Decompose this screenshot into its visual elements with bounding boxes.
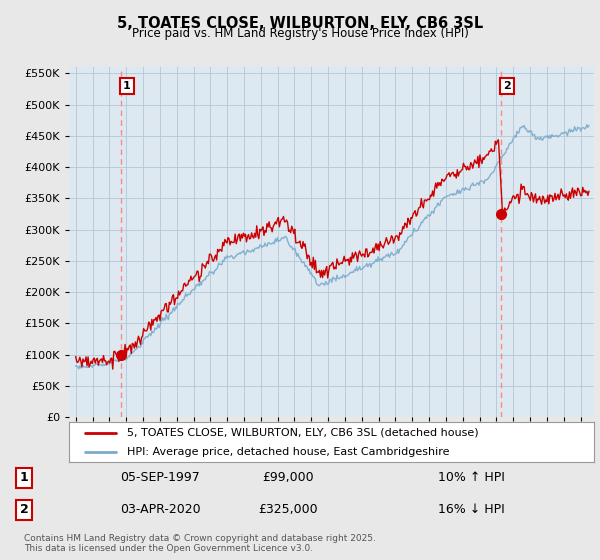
Text: 5, TOATES CLOSE, WILBURTON, ELY, CB6 3SL (detached house): 5, TOATES CLOSE, WILBURTON, ELY, CB6 3SL…: [127, 428, 478, 438]
Text: £99,000: £99,000: [262, 471, 314, 484]
Text: 2: 2: [503, 81, 511, 91]
Text: Price paid vs. HM Land Registry's House Price Index (HPI): Price paid vs. HM Land Registry's House …: [131, 27, 469, 40]
Text: 1: 1: [20, 471, 28, 484]
Text: 2: 2: [20, 503, 28, 516]
Text: 16% ↓ HPI: 16% ↓ HPI: [438, 503, 505, 516]
Text: 05-SEP-1997: 05-SEP-1997: [120, 471, 200, 484]
Text: 5, TOATES CLOSE, WILBURTON, ELY, CB6 3SL: 5, TOATES CLOSE, WILBURTON, ELY, CB6 3SL: [117, 16, 483, 31]
Text: 1: 1: [123, 81, 131, 91]
Text: Contains HM Land Registry data © Crown copyright and database right 2025.
This d: Contains HM Land Registry data © Crown c…: [24, 534, 376, 553]
Text: 03-APR-2020: 03-APR-2020: [120, 503, 200, 516]
Text: £325,000: £325,000: [258, 503, 318, 516]
Text: HPI: Average price, detached house, East Cambridgeshire: HPI: Average price, detached house, East…: [127, 447, 449, 457]
Text: 10% ↑ HPI: 10% ↑ HPI: [438, 471, 505, 484]
